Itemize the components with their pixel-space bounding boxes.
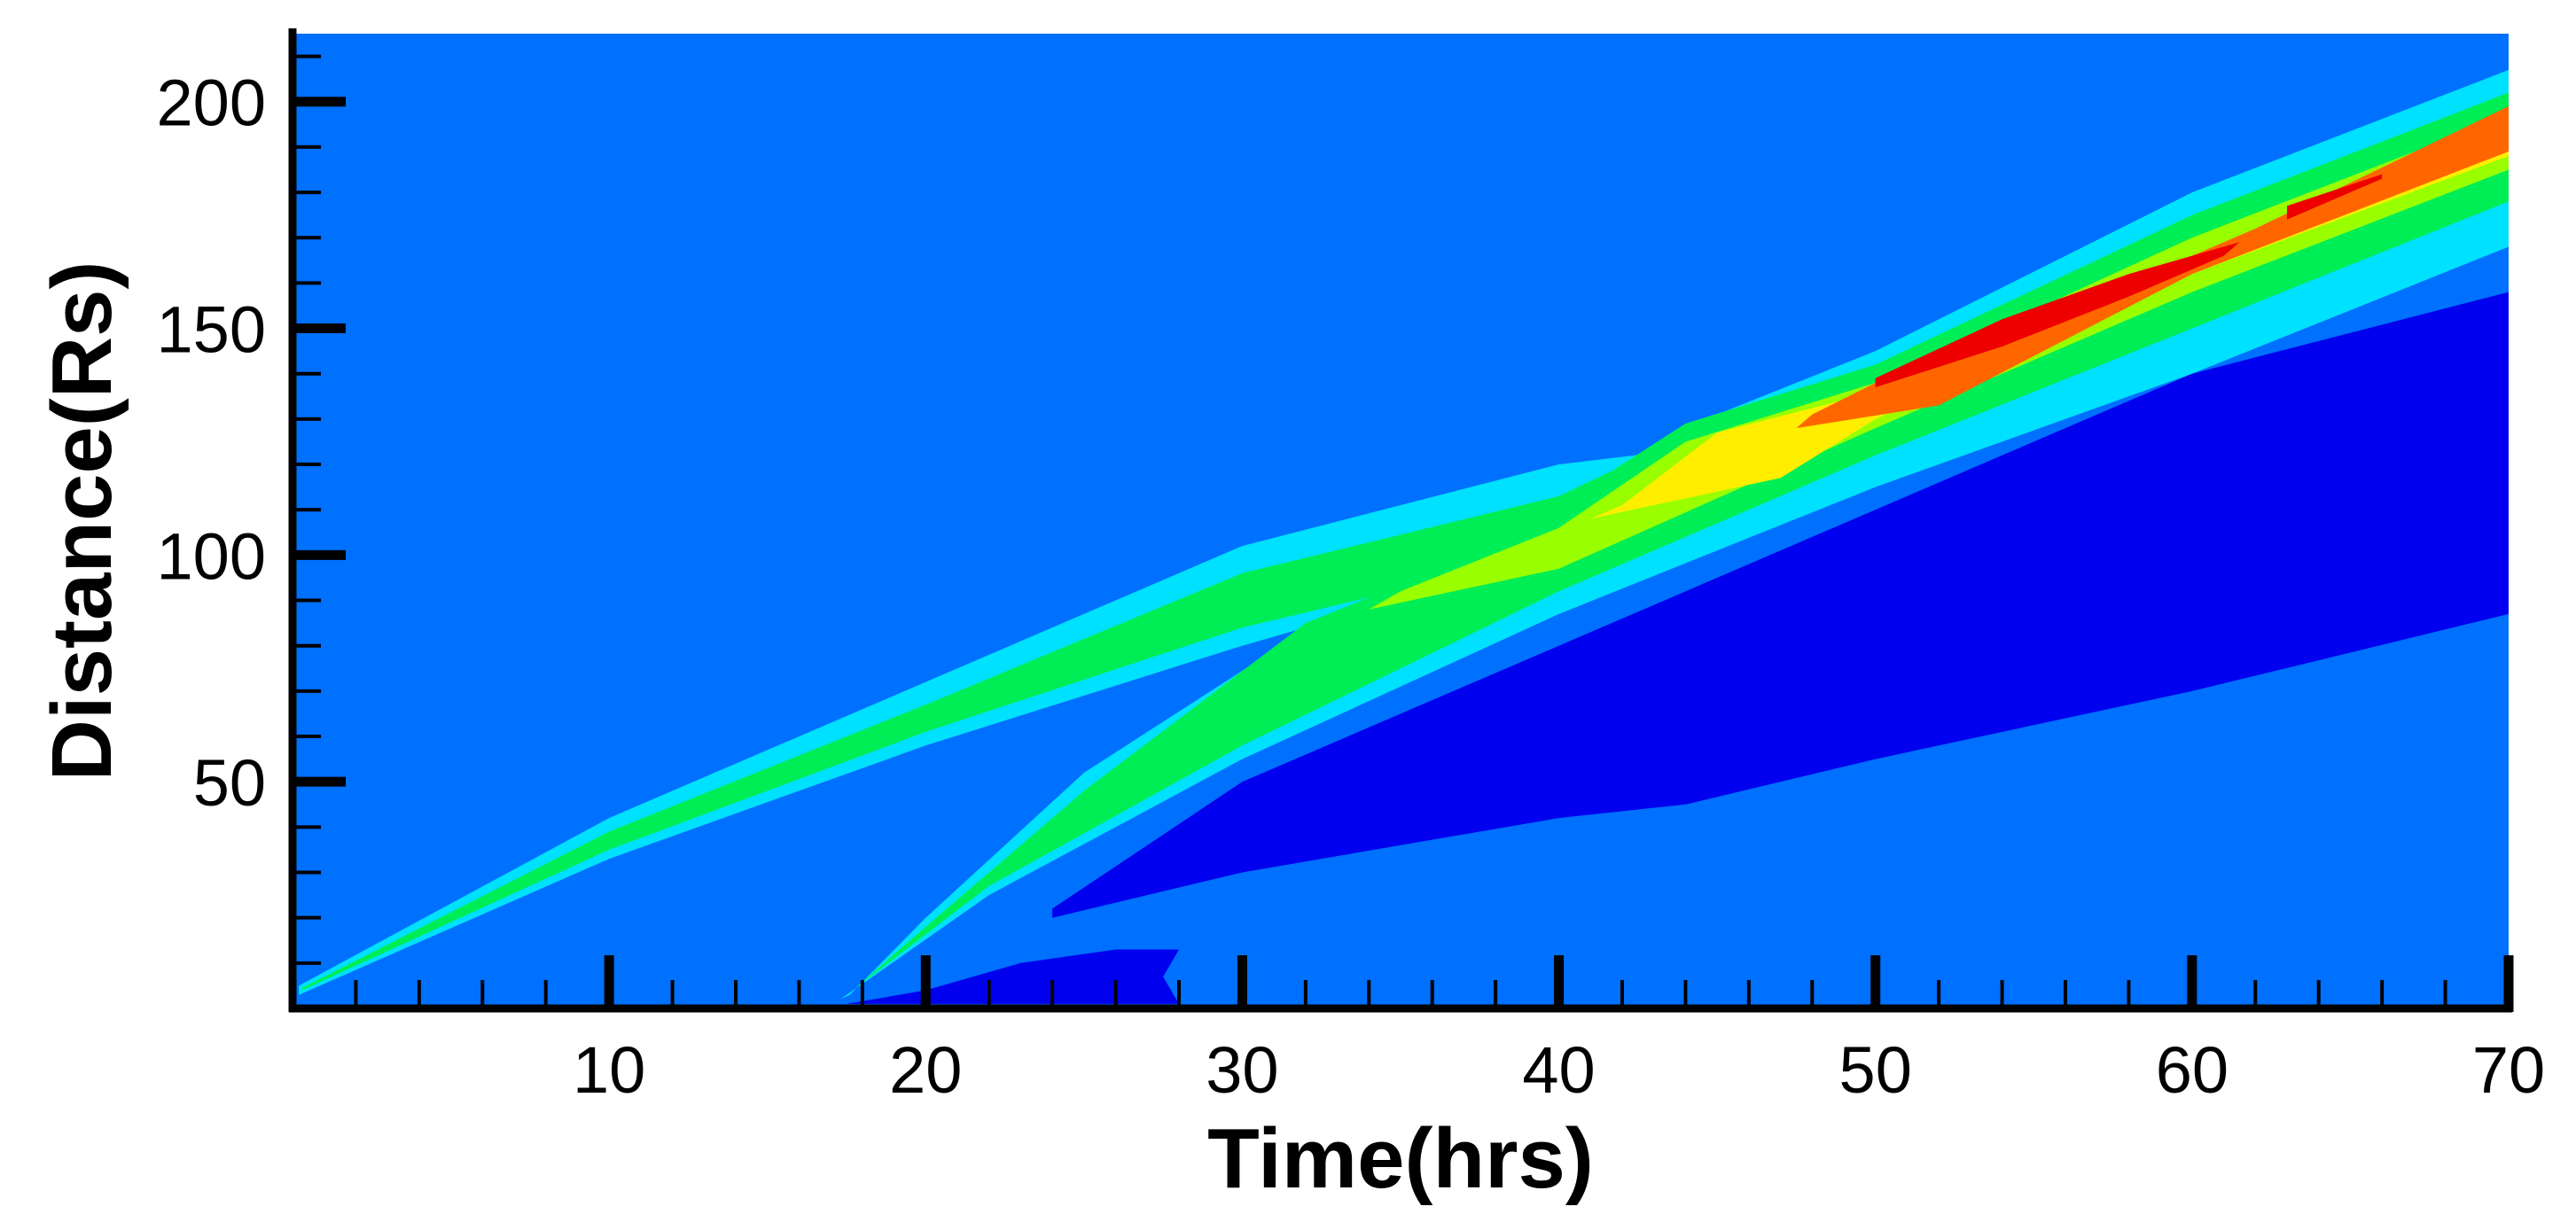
x-tick-label: 70 — [2472, 1033, 2545, 1107]
x-tick-label: 20 — [889, 1033, 962, 1107]
y-axis-title: Distance(Rs) — [35, 261, 129, 782]
x-tick-label: 30 — [1206, 1033, 1278, 1107]
region-shock1-green — [301, 450, 1654, 991]
y-tick-label: 50 — [193, 746, 266, 820]
region-red-streak — [2287, 174, 2383, 220]
x-axis-title: Time(hrs) — [1207, 1111, 1594, 1206]
y-tick-label: 150 — [157, 293, 266, 367]
y-tick-label: 200 — [157, 66, 266, 140]
x-tick-label: 40 — [1522, 1033, 1595, 1107]
tick-labels: 10 20 30 40 50 60 70 50 100 150 200 — [157, 66, 2546, 1107]
x-tick-label: 60 — [2156, 1033, 2229, 1107]
contour-regions — [299, 69, 2509, 1004]
x-tick-label: 50 — [1839, 1033, 1912, 1107]
x-tick-label: 10 — [573, 1033, 645, 1107]
region-deep-blue-rarefaction — [1052, 292, 2509, 918]
region-red-core — [1875, 242, 2240, 388]
axes — [288, 28, 2514, 1013]
y-tick-label: 100 — [157, 519, 266, 593]
